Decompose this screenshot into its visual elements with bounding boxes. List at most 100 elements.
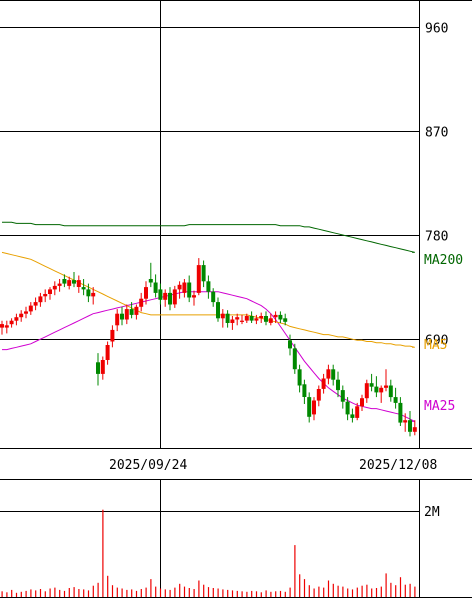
candle-36 (168, 287, 172, 311)
candle-body (9, 320, 14, 325)
candle-body (235, 317, 240, 320)
candle-87 (412, 420, 417, 436)
volume-bar-42 (198, 580, 200, 597)
candle-body (177, 284, 182, 290)
price-tick-labels: 690 780 870 960 (425, 22, 448, 349)
volume-bar-66 (313, 588, 315, 597)
candle-80 (379, 385, 384, 403)
volume-bar-48 (227, 589, 229, 597)
volume-bar-12 (54, 587, 56, 597)
volume-bar-33 (155, 586, 157, 597)
candle-31 (144, 281, 148, 305)
candle-62 (292, 343, 297, 374)
candle-28 (129, 302, 134, 319)
volume-bar-55 (260, 592, 262, 597)
candle-81 (384, 369, 388, 392)
volume-bar-43 (203, 584, 205, 597)
candle-84 (398, 397, 403, 426)
price-gridlines (0, 27, 419, 340)
candle-69 (326, 364, 331, 385)
candle-20 (91, 287, 96, 305)
volume-bar-26 (121, 588, 123, 597)
volume-bar-45 (212, 588, 214, 597)
candle-14 (62, 274, 67, 288)
volume-bar-18 (83, 589, 85, 597)
volume-bar-49 (231, 590, 234, 597)
candle-2 (4, 320, 9, 334)
volume-bar-79 (375, 588, 378, 597)
candle-83 (393, 387, 398, 409)
candle-body (38, 296, 43, 303)
candle-body (72, 280, 76, 284)
volume-bar-53 (251, 590, 253, 597)
volume-bar-22 (102, 509, 104, 597)
candle-body (355, 406, 360, 418)
candle-51 (240, 314, 244, 325)
volume-bar-75 (356, 587, 358, 597)
candle-body (139, 298, 144, 307)
volume-bar-74 (351, 589, 354, 597)
candle-65 (307, 392, 312, 423)
candle-68 (321, 373, 326, 394)
volume-bar-62 (294, 545, 296, 597)
date-label-2: 2025/12/08 (359, 458, 437, 473)
candle-body (412, 427, 417, 432)
candle-body (148, 279, 153, 283)
candle-45 (211, 288, 216, 307)
candle-body (249, 316, 254, 321)
candle-body (345, 401, 350, 415)
candle-46 (216, 297, 220, 322)
candle-34 (158, 283, 163, 305)
candle-body (67, 280, 72, 286)
candle-53 (249, 311, 254, 323)
candle-body (134, 306, 139, 315)
candle-body (216, 302, 220, 319)
volume-bar-46 (217, 588, 219, 597)
candle-body (158, 289, 163, 300)
candle-64 (302, 379, 307, 404)
candle-body (76, 280, 81, 287)
volume-bar-40 (188, 588, 190, 597)
volume-bar-10 (44, 591, 46, 597)
candle-76 (360, 394, 364, 411)
volume-bar-11 (49, 588, 51, 597)
volume-bar-71 (337, 585, 339, 597)
candle-19 (86, 283, 91, 303)
volume-bar-44 (207, 587, 210, 597)
candle-78 (369, 373, 374, 392)
candle-27 (124, 304, 129, 325)
volume-bar-78 (371, 588, 373, 597)
candle-24 (110, 325, 115, 348)
volume-bar-17 (78, 589, 80, 597)
candle-body (336, 379, 340, 391)
candle-29 (134, 304, 139, 320)
volume-bar-34 (159, 588, 162, 597)
candle-body (364, 383, 369, 399)
candle-body (264, 316, 268, 322)
candle-body (196, 265, 201, 293)
volume-bar-80 (380, 586, 382, 597)
candle-body (43, 294, 48, 297)
price-tick-label-690: 690 (425, 334, 448, 349)
candle-body (340, 390, 345, 402)
candle-body (91, 292, 96, 297)
volume-bar-58 (275, 591, 277, 597)
volume-bar-82 (390, 582, 392, 597)
candle-body (360, 398, 364, 407)
volume-bars (1, 509, 416, 597)
candle-body (225, 313, 230, 323)
volume-bar-64 (303, 579, 306, 597)
volume-bar-85 (404, 584, 406, 597)
volume-bar-2 (6, 592, 8, 597)
candle-26 (120, 306, 124, 326)
candle-10 (43, 289, 48, 303)
candle-8 (33, 297, 38, 311)
candle-body (57, 283, 62, 286)
volume-panel: 2M (0, 479, 472, 598)
candle-body (100, 360, 105, 374)
candle-82 (388, 379, 393, 402)
candle-body (369, 383, 374, 387)
candle-52 (244, 313, 249, 323)
candle-73 (345, 397, 350, 421)
